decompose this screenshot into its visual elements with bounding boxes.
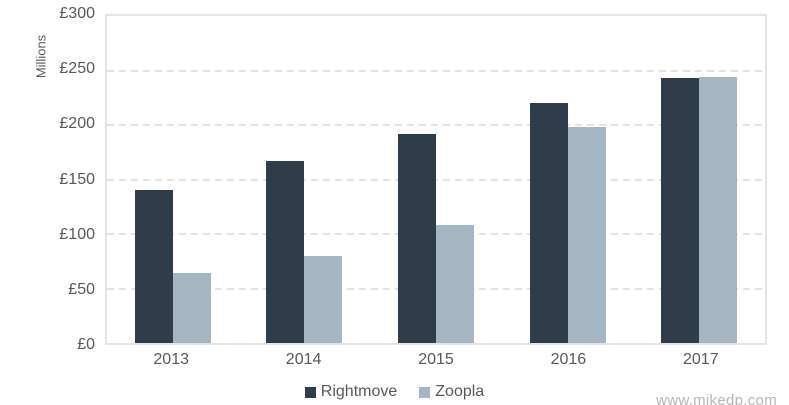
bar-zoopla-2014 xyxy=(304,255,343,343)
gridline xyxy=(107,124,765,126)
x-tick-label: 2013 xyxy=(153,351,189,368)
bar-rightmove-2016 xyxy=(529,103,568,343)
legend: Rightmove Zoopla xyxy=(0,383,789,401)
legend-item-zoopla: Zoopla xyxy=(419,383,484,401)
bar-rightmove-2013 xyxy=(134,190,173,343)
bar-group-2013 xyxy=(107,16,239,343)
gridline xyxy=(107,178,765,181)
x-tick-label: 2016 xyxy=(550,351,587,368)
y-tick-label: £200 xyxy=(59,115,95,133)
y-tick-label: £250 xyxy=(59,60,95,78)
y-tick-label: £150 xyxy=(59,170,95,188)
bar-group-2014 xyxy=(239,16,371,343)
bar-zoopla-2013 xyxy=(172,273,211,343)
x-tick-label: 2014 xyxy=(285,351,322,368)
bar-zoopla-2016 xyxy=(567,127,606,343)
bar-rightmove-2014 xyxy=(266,160,305,343)
gridline xyxy=(107,69,765,72)
y-tick-label: £0 xyxy=(77,336,95,353)
y-tick-label: £100 xyxy=(59,225,95,243)
bar-group-2015 xyxy=(370,16,502,343)
y-tick-label: £300 xyxy=(59,5,95,22)
bar-zoopla-2017 xyxy=(699,77,738,343)
x-tick-label: 2015 xyxy=(418,351,454,368)
plot-area xyxy=(105,14,767,345)
bar-group-2016 xyxy=(502,16,634,343)
bar-rightmove-2017 xyxy=(661,78,700,343)
legend-label: Zoopla xyxy=(435,383,485,400)
bar-groups xyxy=(107,16,765,343)
legend-swatch-icon xyxy=(419,386,431,398)
legend-label: Rightmove xyxy=(320,383,398,400)
legend-swatch-icon xyxy=(304,386,316,398)
x-tick-label: 2017 xyxy=(683,351,719,368)
bar-zoopla-2015 xyxy=(435,225,474,343)
watermark: www.mikedp.com xyxy=(656,392,777,405)
bar-rightmove-2015 xyxy=(397,133,436,343)
bar-group-2017 xyxy=(633,16,765,343)
y-tick-label: £50 xyxy=(68,280,95,298)
legend-item-rightmove: Rightmove xyxy=(304,383,398,401)
